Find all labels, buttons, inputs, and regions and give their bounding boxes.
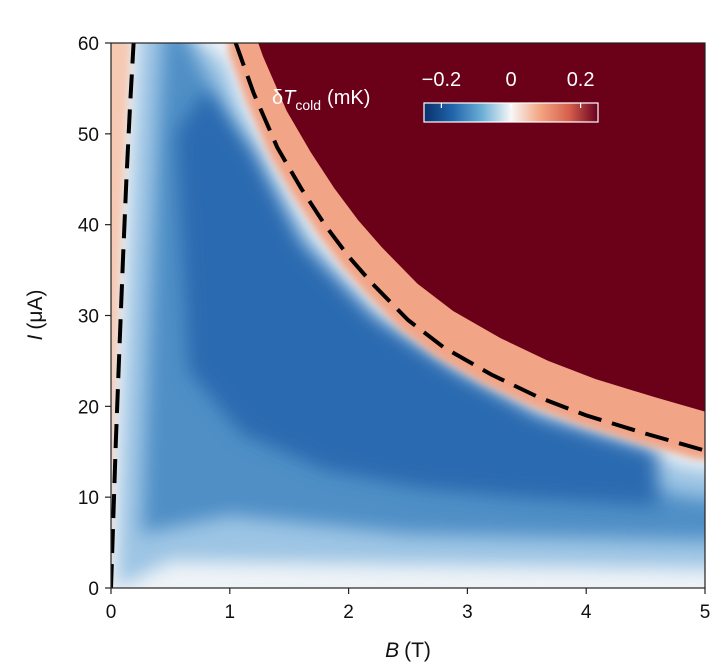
colorbar-tick-label: 0 <box>505 69 516 91</box>
colorbar: δTcold (mK) −0.2 0 0.2 <box>272 69 599 123</box>
heatmap-cooling-region-core <box>176 88 658 507</box>
colorbar-tick-label: 0.2 <box>567 69 595 91</box>
x-axis-label: B (T) <box>385 639 431 662</box>
heatmap-left-warm-strip <box>111 43 132 516</box>
x-tick-label: 3 <box>462 602 473 623</box>
y-tick-label: 10 <box>78 488 99 509</box>
colorbar-label: δTcold (mK) <box>272 87 370 113</box>
y-tick-label: 60 <box>78 34 99 55</box>
x-tick-label: 5 <box>700 602 711 623</box>
y-tick-label: 30 <box>78 307 99 328</box>
x-tick-label: 4 <box>581 602 592 623</box>
boundary-line <box>233 43 704 452</box>
y-axis-ticks: 0 10 20 30 40 50 60 <box>78 34 111 600</box>
colorbar-ticks: −0.2 0 0.2 <box>422 69 595 108</box>
heatmap-hot-region <box>258 43 705 412</box>
y-tick-label: 40 <box>78 216 99 237</box>
boundary-line <box>111 43 136 588</box>
colorbar-tick-label: −0.2 <box>422 69 461 91</box>
y-axis-label: I(μA) <box>24 290 47 341</box>
heatmap-field <box>111 43 705 588</box>
x-tick-label: 1 <box>225 602 236 623</box>
x-tick-label: 0 <box>106 602 117 623</box>
y-tick-label: 50 <box>78 125 99 146</box>
y-tick-label: 20 <box>78 397 99 418</box>
x-axis-ticks: 0 1 2 3 4 5 <box>106 588 711 623</box>
x-tick-label: 2 <box>343 602 354 623</box>
dashed-boundaries <box>111 43 704 588</box>
y-tick-label: 0 <box>88 579 99 600</box>
